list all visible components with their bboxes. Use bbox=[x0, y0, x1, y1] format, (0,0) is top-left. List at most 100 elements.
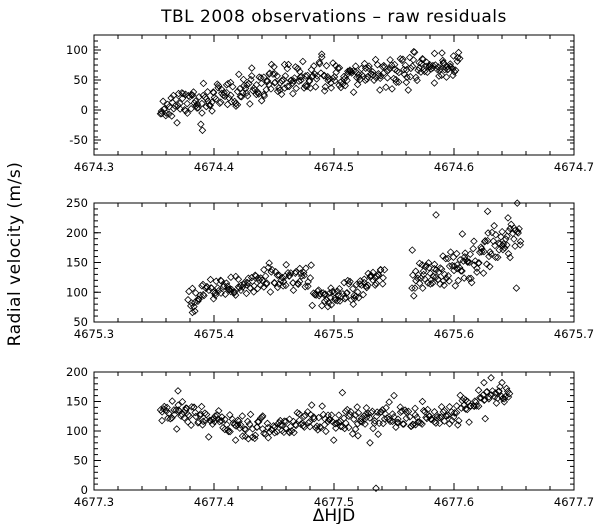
y-tick-label: 250 bbox=[66, 196, 88, 210]
data-point bbox=[327, 84, 336, 92]
data-point bbox=[418, 54, 427, 63]
data-point bbox=[390, 391, 398, 400]
data-point bbox=[288, 79, 297, 87]
data-point bbox=[361, 64, 370, 72]
data-point bbox=[198, 126, 207, 135]
data-point bbox=[306, 274, 315, 282]
data-point bbox=[198, 99, 206, 108]
data-point bbox=[427, 415, 435, 423]
data-point bbox=[260, 265, 268, 274]
data-point bbox=[320, 87, 329, 95]
data-point bbox=[282, 260, 290, 269]
data-point bbox=[477, 245, 486, 253]
data-point bbox=[425, 412, 434, 420]
data-point bbox=[437, 265, 446, 273]
data-point bbox=[308, 301, 317, 310]
data-point bbox=[300, 84, 308, 92]
data-point bbox=[234, 275, 243, 284]
data-point bbox=[158, 416, 166, 425]
data-point bbox=[226, 91, 235, 100]
data-point bbox=[386, 64, 394, 73]
data-point bbox=[227, 98, 236, 106]
data-point bbox=[342, 293, 350, 302]
data-point bbox=[450, 266, 458, 275]
data-point bbox=[423, 405, 432, 414]
data-point bbox=[376, 86, 384, 94]
data-point bbox=[442, 254, 450, 263]
data-point bbox=[262, 279, 271, 287]
data-point bbox=[190, 302, 198, 311]
data-point bbox=[349, 67, 358, 75]
data-point bbox=[197, 402, 206, 411]
data-point bbox=[306, 410, 315, 419]
data-point bbox=[346, 277, 354, 286]
y-tick-label: 0 bbox=[81, 103, 88, 117]
data-point bbox=[486, 248, 494, 256]
data-point bbox=[254, 417, 263, 426]
data-point bbox=[191, 97, 200, 105]
data-point bbox=[455, 54, 464, 63]
data-point bbox=[196, 410, 205, 418]
data-point bbox=[283, 64, 292, 73]
data-point bbox=[467, 278, 476, 287]
data-point bbox=[221, 425, 229, 434]
data-point bbox=[357, 281, 366, 289]
data-point bbox=[369, 424, 377, 433]
data-point bbox=[187, 90, 196, 99]
data-point bbox=[245, 420, 254, 429]
data-point bbox=[418, 397, 427, 406]
data-point bbox=[406, 72, 415, 81]
data-point bbox=[449, 413, 458, 421]
data-point bbox=[335, 284, 344, 293]
data-point bbox=[307, 261, 315, 269]
data-point bbox=[248, 433, 257, 441]
data-point bbox=[502, 384, 511, 393]
data-point bbox=[299, 57, 307, 66]
data-point bbox=[410, 292, 418, 300]
data-point bbox=[368, 407, 377, 416]
data-point bbox=[426, 280, 435, 288]
data-point bbox=[304, 282, 312, 291]
data-point bbox=[294, 279, 302, 288]
data-point bbox=[399, 420, 407, 428]
data-point bbox=[300, 271, 308, 280]
data-point bbox=[287, 76, 296, 85]
data-point bbox=[488, 228, 496, 237]
data-point bbox=[335, 64, 344, 72]
data-point bbox=[270, 63, 278, 71]
data-point bbox=[276, 421, 285, 429]
data-point bbox=[284, 269, 292, 277]
data-point bbox=[203, 283, 211, 291]
data-point bbox=[451, 281, 460, 290]
data-point bbox=[238, 432, 247, 440]
data-point bbox=[285, 415, 294, 423]
data-point bbox=[171, 102, 179, 110]
data-point bbox=[514, 229, 522, 237]
data-point bbox=[442, 73, 451, 81]
data-point bbox=[407, 64, 415, 73]
data-point bbox=[214, 415, 223, 423]
y-tick-label: 200 bbox=[66, 365, 88, 379]
data-point bbox=[495, 387, 503, 395]
data-point bbox=[408, 246, 417, 254]
data-point bbox=[206, 101, 214, 110]
data-point bbox=[388, 410, 397, 418]
data-point bbox=[504, 214, 512, 222]
data-point bbox=[349, 88, 358, 96]
data-point bbox=[461, 405, 470, 413]
data-point bbox=[224, 79, 232, 88]
data-point bbox=[446, 248, 455, 256]
data-point bbox=[368, 68, 377, 76]
data-point bbox=[247, 273, 256, 282]
data-point bbox=[406, 413, 414, 421]
data-point bbox=[242, 89, 251, 97]
data-point bbox=[236, 92, 245, 101]
data-point bbox=[217, 277, 226, 285]
data-point bbox=[324, 302, 332, 311]
data-point bbox=[194, 297, 202, 305]
data-point bbox=[445, 403, 454, 411]
data-point bbox=[510, 235, 518, 243]
data-point bbox=[341, 81, 349, 90]
data-point bbox=[392, 423, 400, 431]
data-point bbox=[231, 291, 240, 299]
